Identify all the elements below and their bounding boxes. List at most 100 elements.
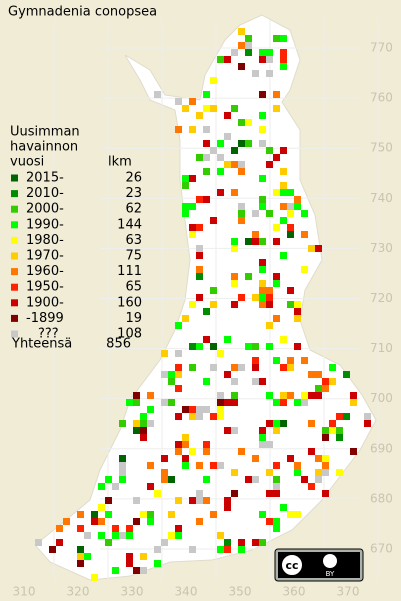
x-label: 350 (229, 585, 252, 599)
observation-square (294, 203, 301, 210)
legend-count: 63 (125, 233, 142, 248)
total-label: Yhteensä (11, 337, 72, 352)
observation-square (217, 392, 224, 399)
observation-square (217, 462, 224, 469)
observation-square (168, 399, 175, 406)
legend-label: 1950- (26, 280, 64, 295)
observation-square (231, 490, 238, 497)
observation-square (196, 406, 203, 413)
observation-square (231, 147, 238, 154)
observation-square (280, 364, 287, 371)
observation-square (168, 378, 175, 385)
legend-label: 2000- (26, 202, 64, 217)
observation-square (336, 469, 343, 476)
observation-square (133, 420, 140, 427)
observation-square (224, 133, 231, 140)
observation-square (161, 476, 168, 483)
observation-square (175, 371, 182, 378)
observation-square (322, 462, 329, 469)
observation-square (287, 511, 294, 518)
observation-square (259, 56, 266, 63)
observation-square (252, 70, 259, 77)
observation-square (175, 385, 182, 392)
observation-square (175, 126, 182, 133)
observation-square (238, 203, 245, 210)
legend-label: 1900- (26, 295, 64, 310)
observation-square (231, 238, 238, 245)
observation-square (329, 364, 336, 371)
observation-square (308, 392, 315, 399)
observation-square (231, 245, 238, 252)
observation-square (133, 518, 140, 525)
legend-label: 1990- (26, 217, 64, 232)
observation-square (287, 357, 294, 364)
observation-square (294, 511, 301, 518)
observation-square (280, 189, 287, 196)
observation-square (273, 518, 280, 525)
observation-square (196, 294, 203, 301)
observation-square (161, 469, 168, 476)
observation-square (238, 119, 245, 126)
observation-square (238, 210, 245, 217)
observation-square (238, 364, 245, 371)
y-label: 770 (370, 41, 393, 55)
observation-square (252, 238, 259, 245)
observation-square (189, 231, 196, 238)
legend-swatch (11, 314, 18, 322)
observation-square (259, 441, 266, 448)
observation-square (161, 399, 168, 406)
observation-square (35, 539, 42, 546)
observation-square (322, 385, 329, 392)
observation-square (49, 546, 56, 553)
observation-square (203, 497, 210, 504)
observation-square (210, 77, 217, 84)
legend-swatch (11, 252, 18, 260)
observation-square (231, 49, 238, 56)
legend-count-header: lkm (108, 155, 132, 170)
observation-square (105, 511, 112, 518)
observation-square (161, 350, 168, 357)
observation-square (168, 371, 175, 378)
observation-square (259, 511, 266, 518)
observation-square (196, 112, 203, 119)
observation-square (133, 567, 140, 574)
observation-square (112, 483, 119, 490)
observation-square (210, 287, 217, 294)
observation-square (231, 364, 238, 371)
observation-square (210, 105, 217, 112)
legend-swatch (11, 205, 18, 213)
legend-swatch (11, 268, 18, 276)
observation-square (224, 161, 231, 168)
observation-square (210, 462, 217, 469)
legend-label: 2010- (26, 186, 64, 201)
y-label: 670 (370, 542, 393, 556)
observation-square (210, 364, 217, 371)
observation-square (126, 560, 133, 567)
observation-square (231, 427, 238, 434)
legend-count: 111 (117, 264, 142, 279)
observation-square (238, 539, 245, 546)
observation-square (252, 364, 259, 371)
legend-header: vuosi (10, 155, 44, 170)
observation-square (238, 168, 245, 175)
observation-square (294, 399, 301, 406)
observation-square (266, 161, 273, 168)
observation-square (98, 483, 105, 490)
observation-square (287, 203, 294, 210)
observation-square (287, 189, 294, 196)
observation-square (189, 203, 196, 210)
legend-label: 1960- (26, 264, 64, 279)
observation-square (147, 483, 154, 490)
legend-count: 108 (117, 327, 142, 342)
observation-square (231, 273, 238, 280)
observation-square (287, 224, 294, 231)
observation-square (273, 315, 280, 322)
observation-square (224, 56, 231, 63)
legend-count: 75 (125, 249, 142, 264)
observation-square (280, 182, 287, 189)
observation-square (280, 399, 287, 406)
observation-square (119, 462, 126, 469)
observation-square (217, 56, 224, 63)
observation-square (301, 476, 308, 483)
observation-square (294, 462, 301, 469)
